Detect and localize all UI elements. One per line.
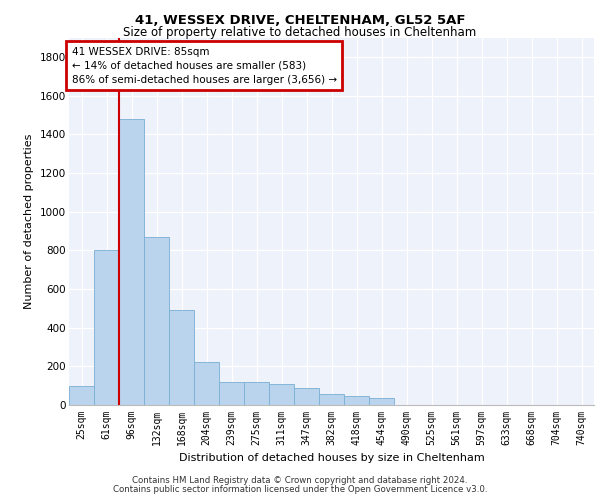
Bar — [94, 250, 119, 405]
Bar — [294, 388, 319, 405]
Text: Contains HM Land Registry data © Crown copyright and database right 2024.: Contains HM Land Registry data © Crown c… — [132, 476, 468, 485]
Bar — [119, 118, 144, 405]
Text: Contains public sector information licensed under the Open Government Licence v3: Contains public sector information licen… — [113, 485, 487, 494]
Bar — [144, 236, 169, 405]
Y-axis label: Number of detached properties: Number of detached properties — [25, 134, 34, 309]
Bar — [219, 382, 244, 405]
Bar — [244, 382, 269, 405]
Bar — [194, 362, 219, 405]
Bar — [269, 384, 294, 405]
Text: 41 WESSEX DRIVE: 85sqm
← 14% of detached houses are smaller (583)
86% of semi-de: 41 WESSEX DRIVE: 85sqm ← 14% of detached… — [71, 46, 337, 84]
X-axis label: Distribution of detached houses by size in Cheltenham: Distribution of detached houses by size … — [179, 454, 484, 464]
Bar — [369, 398, 394, 405]
Text: Size of property relative to detached houses in Cheltenham: Size of property relative to detached ho… — [124, 26, 476, 39]
Text: 41, WESSEX DRIVE, CHELTENHAM, GL52 5AF: 41, WESSEX DRIVE, CHELTENHAM, GL52 5AF — [135, 14, 465, 27]
Bar — [344, 396, 369, 405]
Bar — [319, 394, 344, 405]
Bar — [69, 386, 94, 405]
Bar — [169, 310, 194, 405]
